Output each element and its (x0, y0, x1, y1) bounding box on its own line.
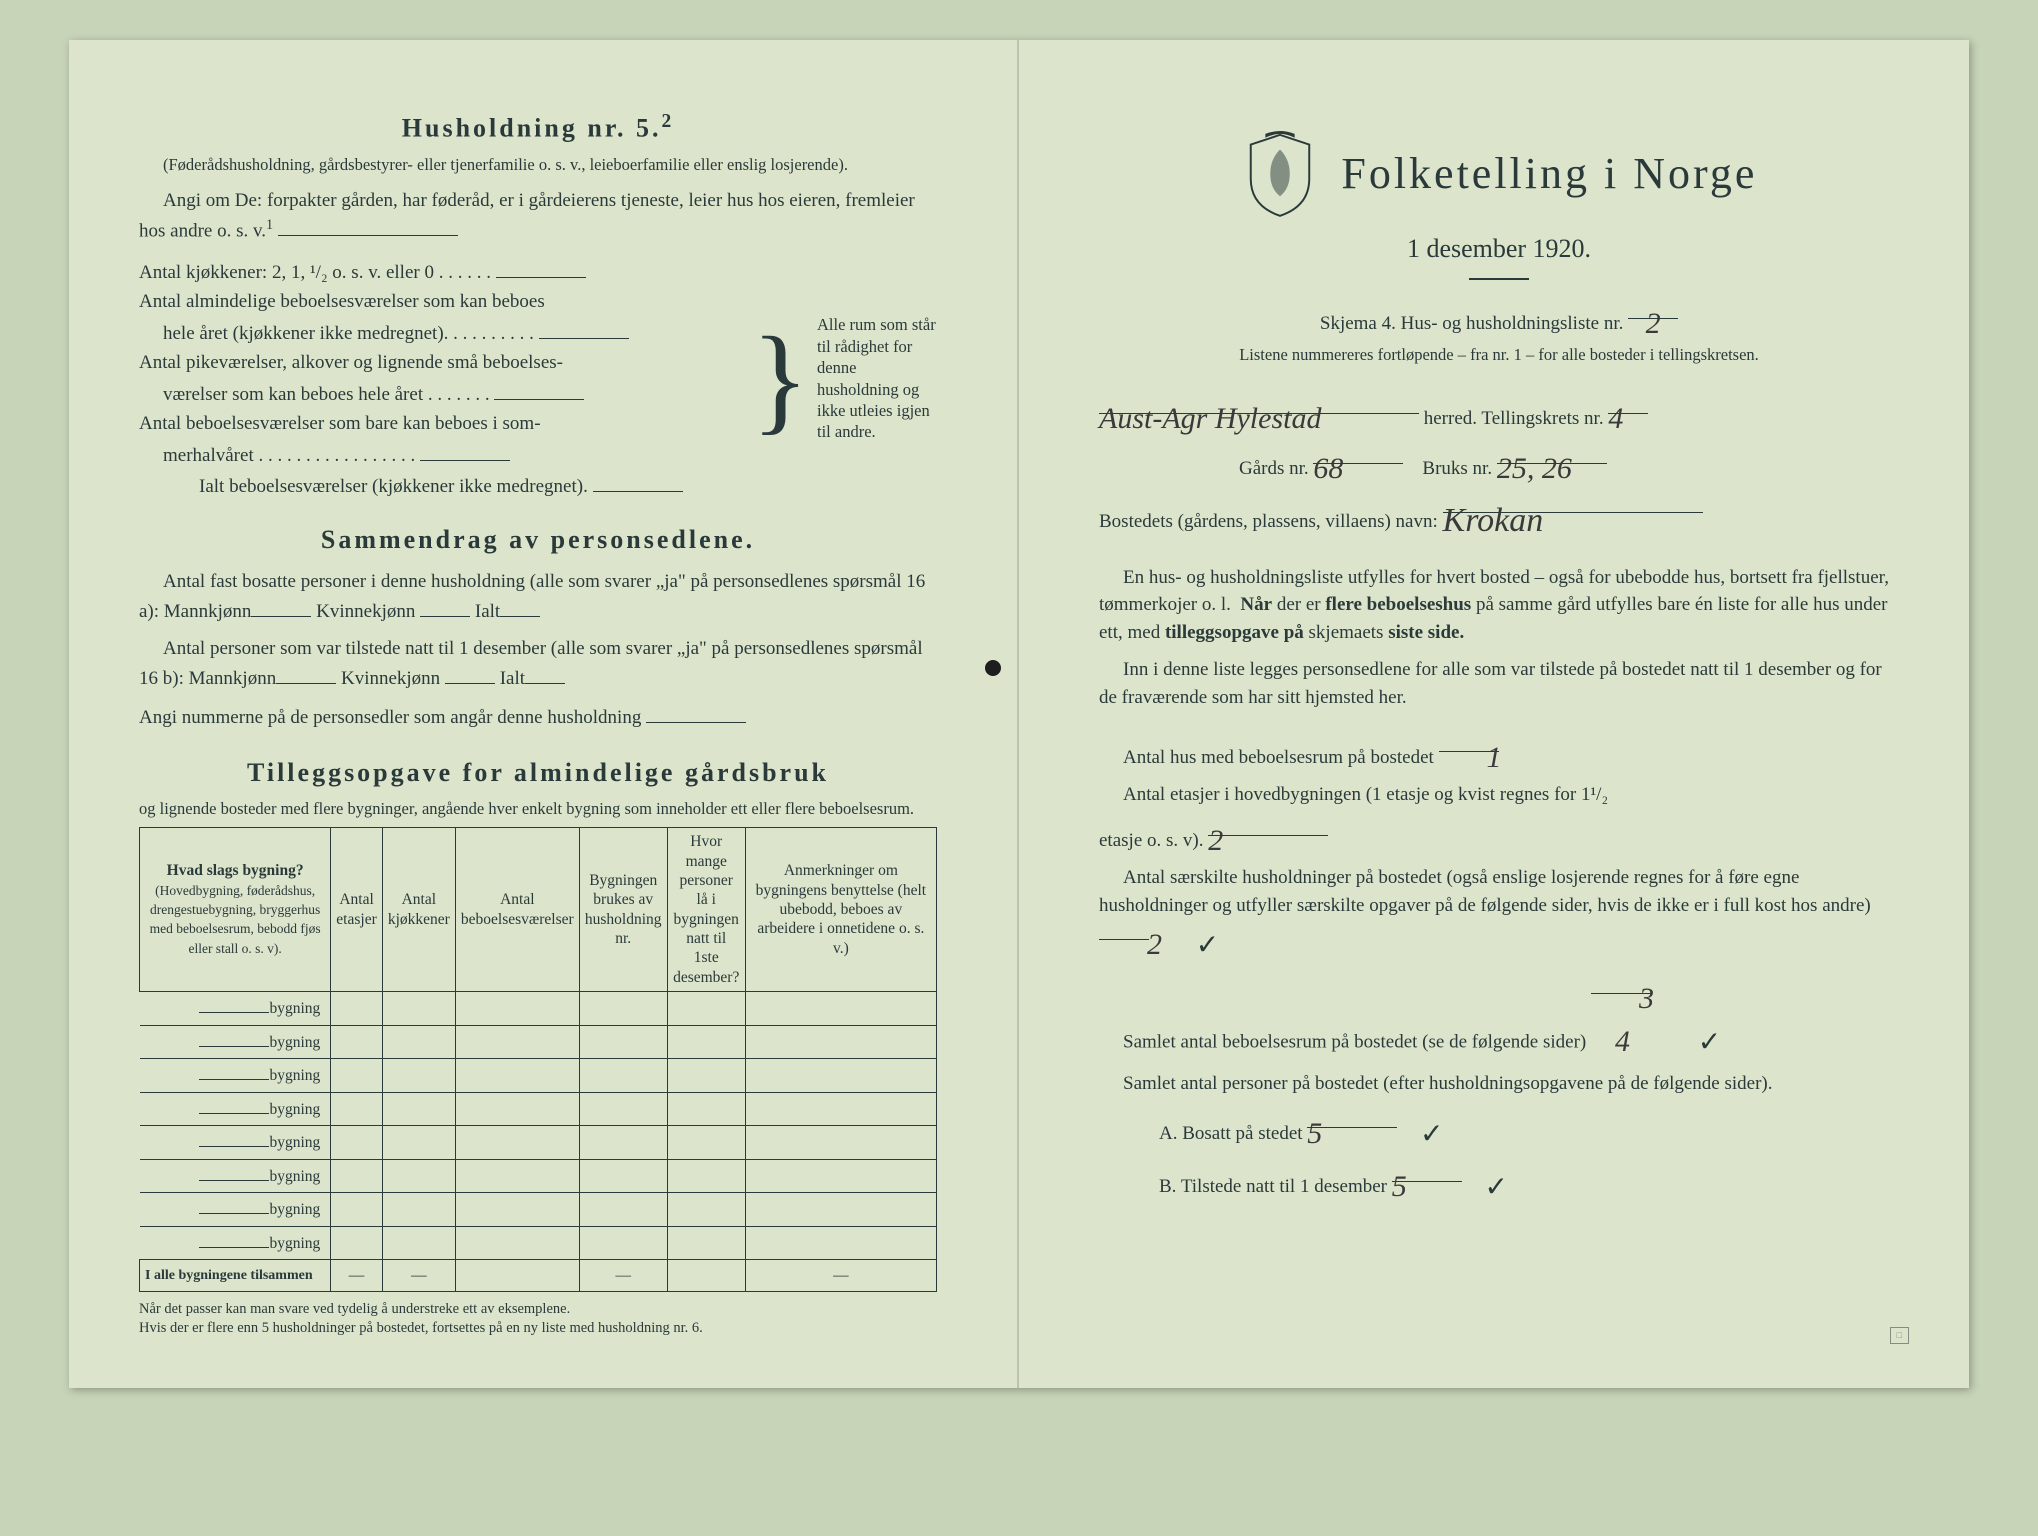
th-beboelse: Antal beboelsesværelser (455, 828, 579, 992)
qB-line: B. Tilstede natt til 1 desember 5 ✓ (1099, 1161, 1899, 1205)
th-personer: Hvor mange personer lå i bygningen natt … (667, 828, 745, 992)
left-page: Husholdning nr. 5.2 (Føderådshusholdning… (69, 40, 1019, 1388)
th-anm: Anmerkninger om bygningens benyttelse (h… (745, 828, 936, 992)
table-row: bygning (140, 1226, 937, 1260)
qA-line: A. Bosatt på stedet 5 ✓ (1099, 1108, 1899, 1152)
table-row: bygning (140, 1092, 937, 1126)
sammendrag-p3: Angi nummerne på de personsedler som ang… (139, 702, 937, 731)
rooms-l2b: hele året (kjøkkener ikke medregnet). (163, 323, 448, 344)
document-spread: Husholdning nr. 5.2 (Føderådshusholdning… (69, 40, 1969, 1388)
sammendrag-p1: Antal fast bosatte personer i denne hush… (139, 568, 937, 625)
right-page: Folketelling i Norge 1 desember 1920. Sk… (1019, 40, 1969, 1388)
tillegg-heading: Tilleggsopgave for almindelige gårdsbruk (139, 754, 937, 792)
th-hushold: Bygningen brukes av husholdning nr. (579, 828, 667, 992)
rooms-l5: Ialt beboelsesværelser (kjøkkener ikke m… (199, 476, 588, 497)
husholdning-heading: Husholdning nr. 5.2 (139, 108, 937, 147)
binding-hole-icon (985, 660, 1001, 676)
table-row: bygning (140, 1159, 937, 1193)
th-type: Hvad slags bygning? (Hovedbygning, føder… (140, 828, 331, 992)
gard-line: Gårds nr. 68 Bruks nr. 25, 26 (1099, 443, 1899, 483)
building-rows: bygning bygning bygning bygning bygning … (140, 992, 937, 1292)
printer-stamp: □ (1890, 1327, 1909, 1344)
sammendrag-p2: Antal personer som var tilstede natt til… (139, 635, 937, 692)
check-icon: ✓ (1674, 1023, 1721, 1064)
tillegg-sub: og lignende bosteder med flere bygninger… (139, 797, 937, 821)
title-rule (1469, 278, 1529, 280)
q2b-line: etasje o. s. v). 2 (1099, 815, 1899, 855)
rooms-l1: Antal kjøkkener: 2, 1, ¹/₂ o. s. v. elle… (139, 262, 434, 283)
th-kjokken: Antal kjøkkener (382, 828, 455, 992)
q3-line: Antal særskilte husholdninger på bostede… (1099, 864, 1899, 963)
brace-icon: } (751, 343, 809, 415)
herred-line: Aust-Agr Hylestad herred. Tellingskrets … (1099, 393, 1899, 433)
bosted-line: Bostedets (gårdens, plassens, villaens) … (1099, 492, 1899, 536)
table-row: bygning (140, 1126, 937, 1160)
building-table: Hvad slags bygning? (Hovedbygning, føder… (139, 827, 937, 1292)
rooms-l4a: Antal beboelsesværelser som bare kan beb… (139, 410, 743, 438)
husholdning-sub: (Føderådshusholdning, gårdsbestyrer- ell… (139, 153, 937, 177)
skjema-line: Skjema 4. Hus- og husholdningsliste nr. … (1099, 298, 1899, 338)
rooms-l2a: Antal almindelige beboelsesværelser som … (139, 288, 743, 316)
listene-note: Listene nummereres fortløpende – fra nr.… (1099, 343, 1899, 367)
table-total-row: I alle bygningene tilsammen ———— (140, 1260, 937, 1292)
check-icon: ✓ (1420, 1115, 1443, 1156)
brace-text: Alle rum som står til rådighet for denne… (817, 314, 937, 443)
table-row: bygning (140, 1193, 937, 1227)
title-block: Folketelling i Norge (1099, 130, 1899, 218)
rooms-l4b: merhalvåret (163, 445, 254, 466)
rooms-l3b: værelser som kan beboes hele året (163, 384, 423, 405)
th-etasjer: Antal etasjer (331, 828, 383, 992)
footnote: Når det passer kan man svare ved tydelig… (139, 1300, 937, 1338)
rooms-l3a: Antal pikeværelser, alkover og lignende … (139, 349, 743, 377)
angi-line: Angi om De: forpakter gården, har føderå… (139, 187, 937, 244)
instr-p1: En hus- og husholdningsliste utfylles fo… (1099, 564, 1899, 647)
table-row: bygning (140, 1059, 937, 1093)
sammendrag-heading: Sammendrag av personsedlene. (139, 521, 937, 559)
rooms-block: Antal kjøkkener: 2, 1, ¹/₂ o. s. v. elle… (139, 255, 937, 503)
q1-line: Antal hus med beboelsesrum på bostedet 1 (1099, 732, 1899, 772)
check-icon: ✓ (1485, 1168, 1508, 1209)
main-title: Folketelling i Norge (1341, 142, 1757, 206)
table-row: bygning (140, 1025, 937, 1059)
instr-p2: Inn i denne liste legges personsedlene f… (1099, 656, 1899, 711)
q2a-line: Antal etasjer i hovedbygningen (1 etasje… (1099, 781, 1899, 809)
q5-line: Samlet antal personer på bostedet (efter… (1099, 1070, 1899, 1098)
q4-line: Samlet antal beboelsesrum på bostedet (s… (1099, 973, 1899, 1060)
date-subtitle: 1 desember 1920. (1099, 230, 1899, 268)
coat-of-arms-icon (1241, 130, 1319, 218)
table-row: bygning (140, 992, 937, 1026)
check-icon: ✓ (1172, 926, 1219, 967)
